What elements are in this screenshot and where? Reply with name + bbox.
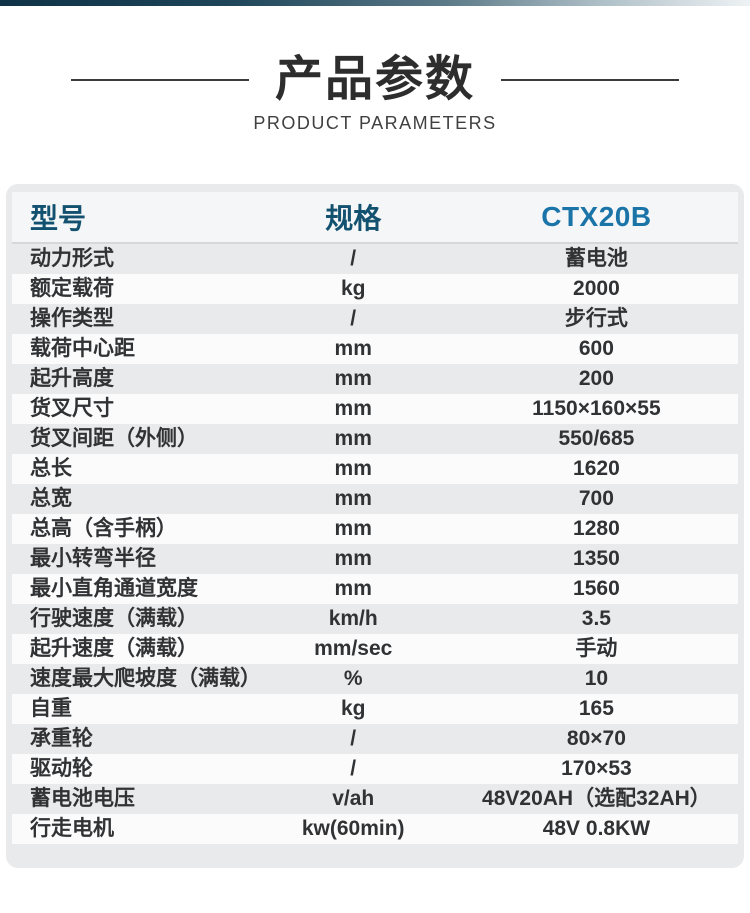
- title-row: 产品参数: [0, 54, 750, 106]
- table-row: 蓄电池电压 v/ah 48V20AH（选配32AH）: [12, 784, 738, 814]
- row-value: 10: [584, 667, 609, 690]
- row-label: 行驶速度（满载）: [30, 607, 198, 630]
- row-value: 1150×160×55: [532, 397, 661, 420]
- row-unit: mm/sec: [314, 637, 393, 660]
- row-value: 200: [578, 367, 614, 390]
- row-unit: /: [350, 727, 357, 750]
- row-value: 80×70: [566, 727, 626, 750]
- table-row: 速度最大爬坡度（满载） % 10: [12, 664, 738, 694]
- table-header-row: 型号 规格 CTX20B: [12, 192, 738, 244]
- row-label: 载荷中心距: [30, 337, 135, 360]
- row-label: 货叉尺寸: [30, 397, 114, 420]
- row-label: 总长: [30, 457, 72, 480]
- table-row: 最小转弯半径 mm 1350: [12, 544, 738, 574]
- row-unit: mm: [334, 577, 372, 600]
- table-row: 额定载荷 kg 2000: [12, 274, 738, 304]
- table-row: 载荷中心距 mm 600: [12, 334, 738, 364]
- row-value: 165: [578, 697, 614, 720]
- row-value: 2000: [573, 277, 620, 300]
- table-row: 操作类型 / 步行式: [12, 304, 738, 334]
- row-label: 蓄电池电压: [30, 787, 135, 810]
- row-label: 速度最大爬坡度（满载）: [30, 667, 261, 690]
- row-label: 驱动轮: [30, 757, 93, 780]
- row-value: 1280: [573, 517, 620, 540]
- row-label: 总高（含手柄）: [30, 517, 177, 540]
- row-value: 48V 0.8KW: [542, 817, 651, 840]
- row-unit: mm: [334, 337, 372, 360]
- row-value: 1350: [573, 547, 620, 570]
- row-unit: mm: [334, 367, 372, 390]
- col-header-spec: 规格: [325, 203, 382, 234]
- parameters-table: 型号 规格 CTX20B 动力形式 / 蓄电池 额定载荷 kg 2000 操作类…: [6, 184, 744, 868]
- row-label: 动力形式: [30, 247, 114, 270]
- row-unit: /: [350, 247, 357, 270]
- row-unit: mm: [334, 427, 372, 450]
- row-label: 起升高度: [30, 367, 114, 390]
- row-value: 550/685: [558, 427, 635, 450]
- table-row: 驱动轮 / 170×53: [12, 754, 738, 784]
- table-row: 行走电机 kw(60min) 48V 0.8KW: [12, 814, 738, 844]
- row-value: 1560: [573, 577, 620, 600]
- row-value: 手动: [575, 637, 618, 660]
- page-subtitle: PRODUCT PARAMETERS: [253, 113, 497, 133]
- row-unit: mm: [334, 547, 372, 570]
- row-unit: mm: [334, 397, 372, 420]
- row-label: 承重轮: [30, 727, 93, 750]
- col-header-model: 型号: [30, 203, 87, 234]
- row-label: 操作类型: [30, 307, 114, 330]
- table-row: 自重 kg 165: [12, 694, 738, 724]
- row-unit: km/h: [328, 607, 378, 630]
- row-unit: /: [350, 307, 357, 330]
- table-row: 货叉尺寸 mm 1150×160×55: [12, 394, 738, 424]
- table-row: 最小直角通道宽度 mm 1560: [12, 574, 738, 604]
- row-value: 蓄电池: [564, 247, 628, 270]
- section-header: 产品参数 PRODUCT PARAMETERS: [0, 54, 750, 134]
- row-value: 1620: [573, 457, 620, 480]
- row-label: 总宽: [30, 487, 72, 510]
- row-label: 货叉间距（外侧）: [30, 427, 198, 450]
- top-accent-bar: [0, 0, 750, 6]
- table-row: 总高（含手柄） mm 1280: [12, 514, 738, 544]
- row-unit: %: [343, 667, 363, 690]
- row-unit: kg: [340, 697, 366, 720]
- table-row: 总宽 mm 700: [12, 484, 738, 514]
- table-row: 起升速度（满载） mm/sec 手动: [12, 634, 738, 664]
- row-value: 48V20AH（选配32AH）: [482, 787, 711, 810]
- row-value: 步行式: [564, 307, 628, 330]
- table-row: 货叉间距（外侧） mm 550/685: [12, 424, 738, 454]
- title-divider-left: [70, 79, 249, 81]
- row-label: 最小转弯半径: [30, 547, 156, 570]
- row-label: 起升速度（满载）: [30, 637, 198, 660]
- col-header-product: CTX20B: [541, 201, 652, 232]
- row-unit: v/ah: [332, 787, 375, 810]
- row-value: 600: [578, 337, 614, 360]
- row-label: 最小直角通道宽度: [30, 577, 198, 600]
- row-unit: mm: [334, 487, 372, 510]
- row-value: 170×53: [561, 757, 632, 780]
- row-unit: mm: [334, 517, 372, 540]
- table-body: 动力形式 / 蓄电池 额定载荷 kg 2000 操作类型 / 步行式 载荷中心距…: [12, 244, 738, 844]
- page-title: 产品参数: [274, 53, 475, 106]
- table-row: 行驶速度（满载） km/h 3.5: [12, 604, 738, 634]
- table-row: 总长 mm 1620: [12, 454, 738, 484]
- table-row: 动力形式 / 蓄电池: [12, 244, 738, 274]
- row-unit: mm: [334, 457, 372, 480]
- row-unit: /: [350, 757, 357, 780]
- row-unit: kg: [340, 277, 366, 300]
- row-value: 700: [578, 487, 614, 510]
- title-divider-right: [501, 79, 679, 81]
- table-row: 承重轮 / 80×70: [12, 724, 738, 754]
- row-value: 3.5: [581, 607, 611, 630]
- row-label: 行走电机: [30, 817, 114, 840]
- row-label: 额定载荷: [30, 277, 114, 300]
- row-label: 自重: [30, 697, 72, 720]
- row-unit: kw(60min): [301, 817, 405, 840]
- table-row: 起升高度 mm 200: [12, 364, 738, 394]
